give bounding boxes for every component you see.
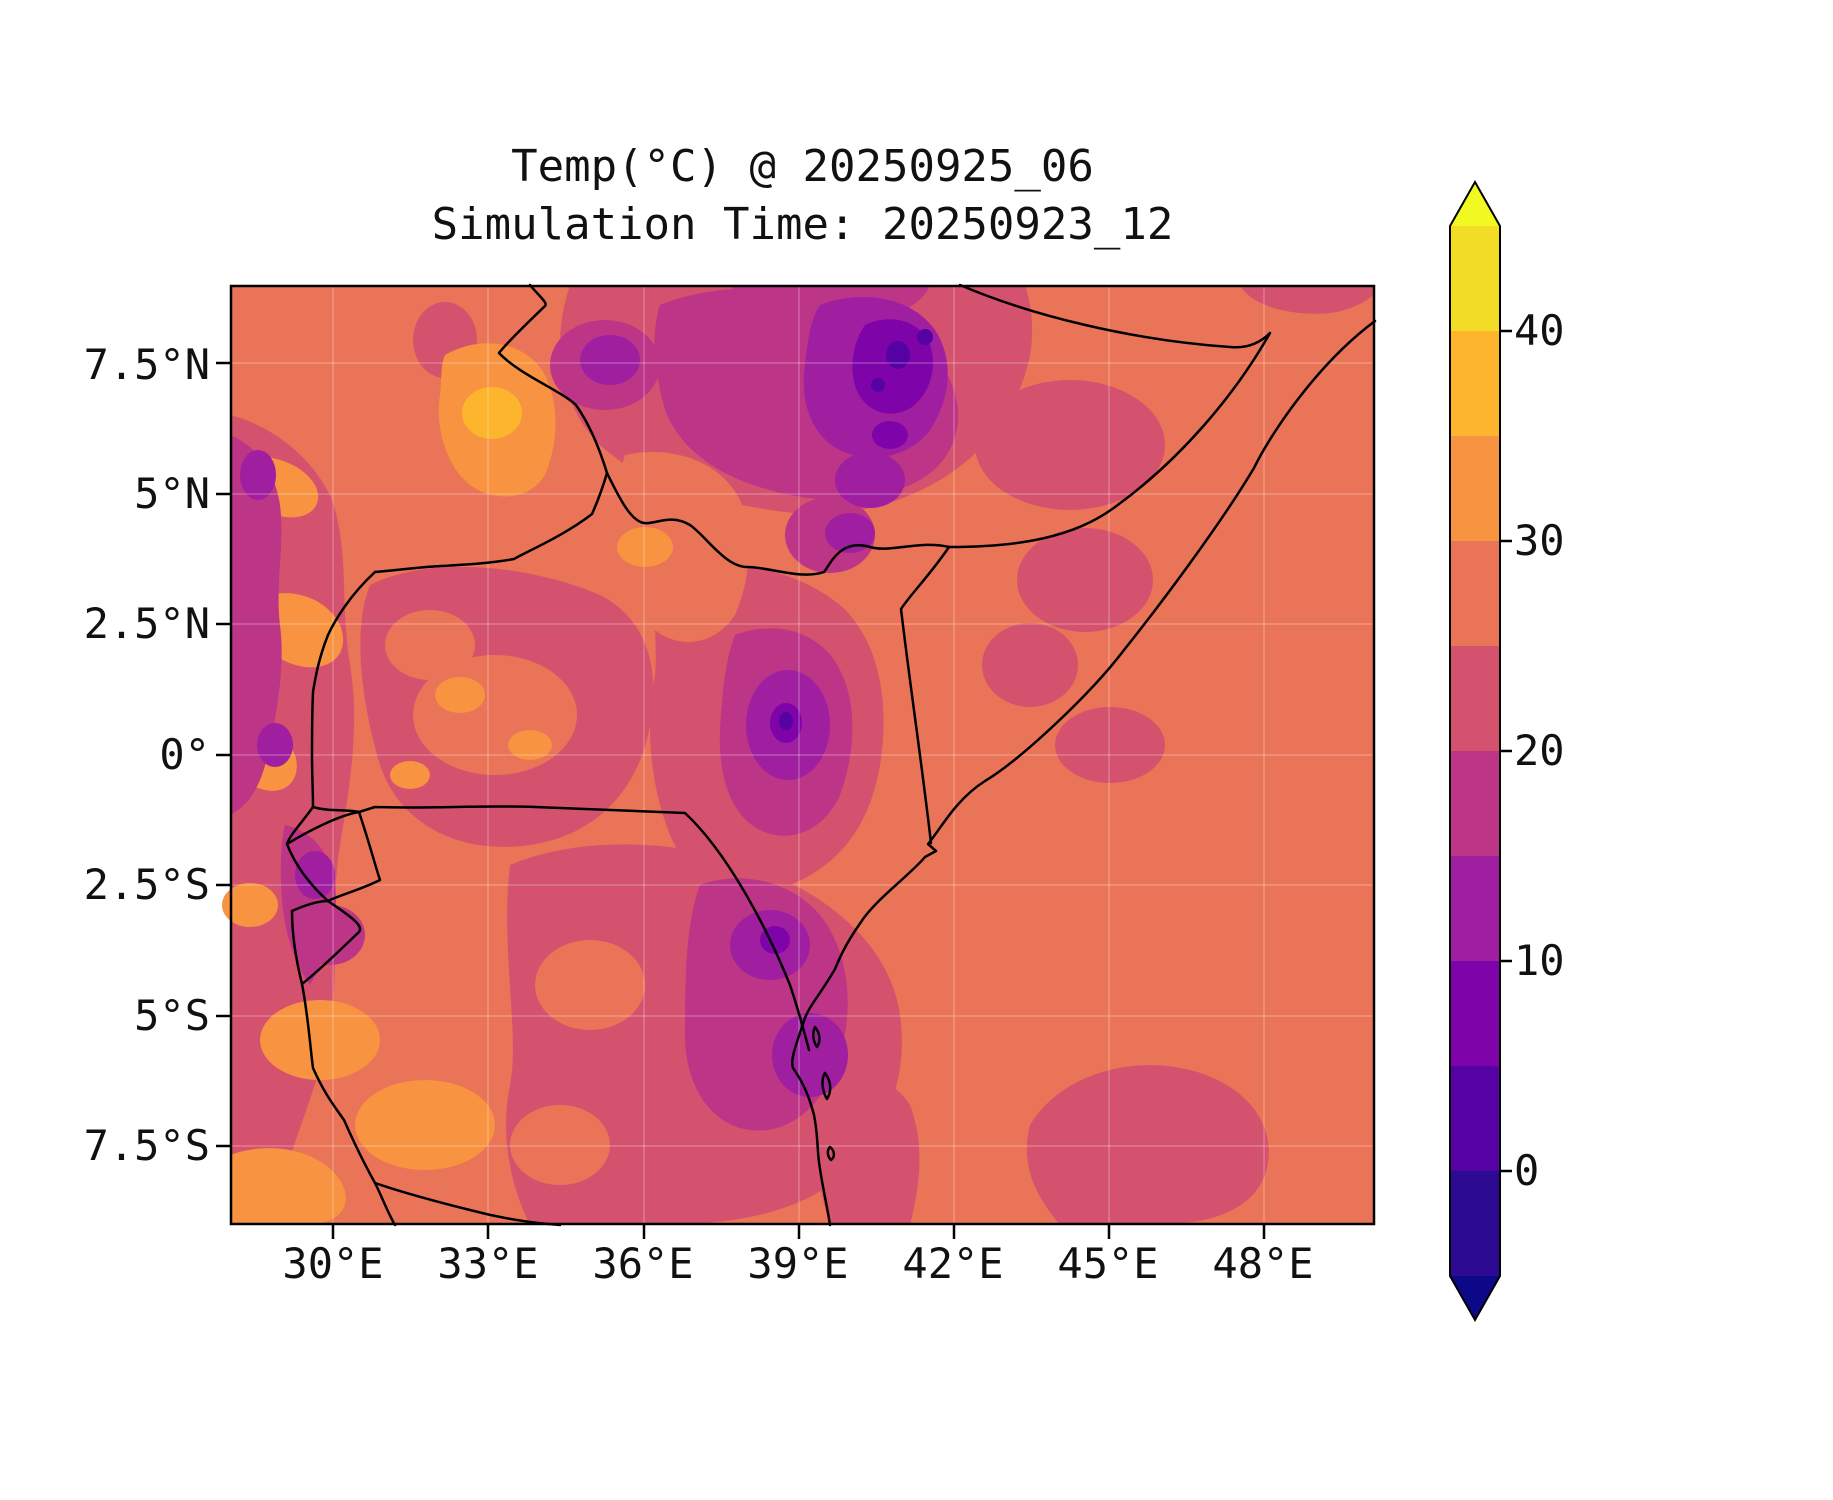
- y-tick-2.5S: 2.5°S: [83, 860, 210, 909]
- colorbar: [1448, 179, 1518, 1323]
- y-tick-0: 0°: [159, 730, 210, 779]
- border-kenya-tanzania: [533, 805, 811, 1052]
- colorbar-seg-15-20: [1450, 751, 1500, 856]
- colorbar-over-arrow: [1450, 182, 1500, 226]
- colorbar-svg: [1449, 179, 1512, 1323]
- colorbar-seg-20-25: [1450, 646, 1500, 751]
- chart-title-line1: Temp(°C) @ 20250925_06: [511, 141, 1094, 192]
- graticule-gridlines: [230, 285, 1375, 1225]
- chart-title: Temp(°C) @ 20250925_06 Simulation Time: …: [230, 138, 1375, 254]
- border-drc-uganda: [285, 570, 377, 846]
- border-rwanda: [285, 810, 382, 903]
- colorbar-seg-10-15: [1450, 856, 1500, 961]
- colorbar-seg-m5-0: [1450, 1171, 1500, 1276]
- temperature-contour-map: [216, 283, 1377, 1239]
- border-tanzania-zambia: [373, 1181, 562, 1227]
- islands-zanzibar-pemba: [812, 1025, 836, 1162]
- border-ethiopia-somalia: [947, 283, 1272, 549]
- y-tick-7.5S: 7.5°S: [83, 1121, 210, 1170]
- chart-title-line2: Simulation Time: 20250923_12: [431, 199, 1174, 250]
- border-uganda-tanzania: [311, 805, 537, 814]
- border-south-sudan-uganda: [373, 471, 609, 574]
- colorbar-under-arrow: [1450, 1276, 1500, 1320]
- colorbar-tick-10: 10: [1514, 936, 1565, 985]
- map-plot-area: [216, 283, 1377, 1239]
- colorbar-seg-35-40: [1450, 331, 1500, 436]
- colorbar-tick-20: 20: [1514, 726, 1565, 775]
- y-tick-2.5N: 2.5°N: [83, 599, 210, 648]
- x-tick-48E: 48°E: [1212, 1239, 1314, 1288]
- coastline: [791, 319, 1377, 1227]
- colorbar-tick-marks: [1500, 329, 1512, 1173]
- x-tick-33E: 33°E: [437, 1239, 539, 1288]
- x-tick-45E: 45°E: [1057, 1239, 1159, 1288]
- contour-band-35-40C: [462, 387, 522, 439]
- contour-band-0-5C: [779, 329, 933, 730]
- border-ethiopia-south-sudan: [497, 283, 609, 475]
- x-tick-39E: 39°E: [747, 1239, 849, 1288]
- y-tick-5N: 5°N: [134, 469, 210, 518]
- border-ethiopia-kenya: [605, 471, 951, 576]
- colorbar-tick-40: 40: [1514, 306, 1565, 355]
- colorbar-tick-0: 0: [1514, 1146, 1540, 1195]
- colorbar-seg-30-35: [1450, 436, 1500, 541]
- colorbar-seg-5-10: [1450, 961, 1500, 1066]
- x-tick-36E: 36°E: [592, 1239, 694, 1288]
- y-tick-7.5N: 7.5°N: [83, 340, 210, 389]
- country-borders: [285, 283, 1377, 1227]
- colorbar-outline: [1449, 179, 1501, 1323]
- colorbar-tick-30: 30: [1514, 516, 1565, 565]
- x-tick-30E: 30°E: [282, 1239, 384, 1288]
- axis-tick-marks: [216, 361, 1266, 1239]
- border-kenya-somalia: [899, 545, 951, 845]
- colorbar-seg-25-30: [1450, 541, 1500, 646]
- y-tick-5S: 5°S: [134, 991, 210, 1040]
- border-burundi: [290, 899, 362, 986]
- border-tanzania-drc: [300, 982, 397, 1227]
- colorbar-seg-0-5: [1450, 1066, 1500, 1171]
- x-tick-42E: 42°E: [902, 1239, 1004, 1288]
- colorbar-seg-40-45: [1450, 226, 1500, 331]
- axes-frame: [229, 284, 1376, 1226]
